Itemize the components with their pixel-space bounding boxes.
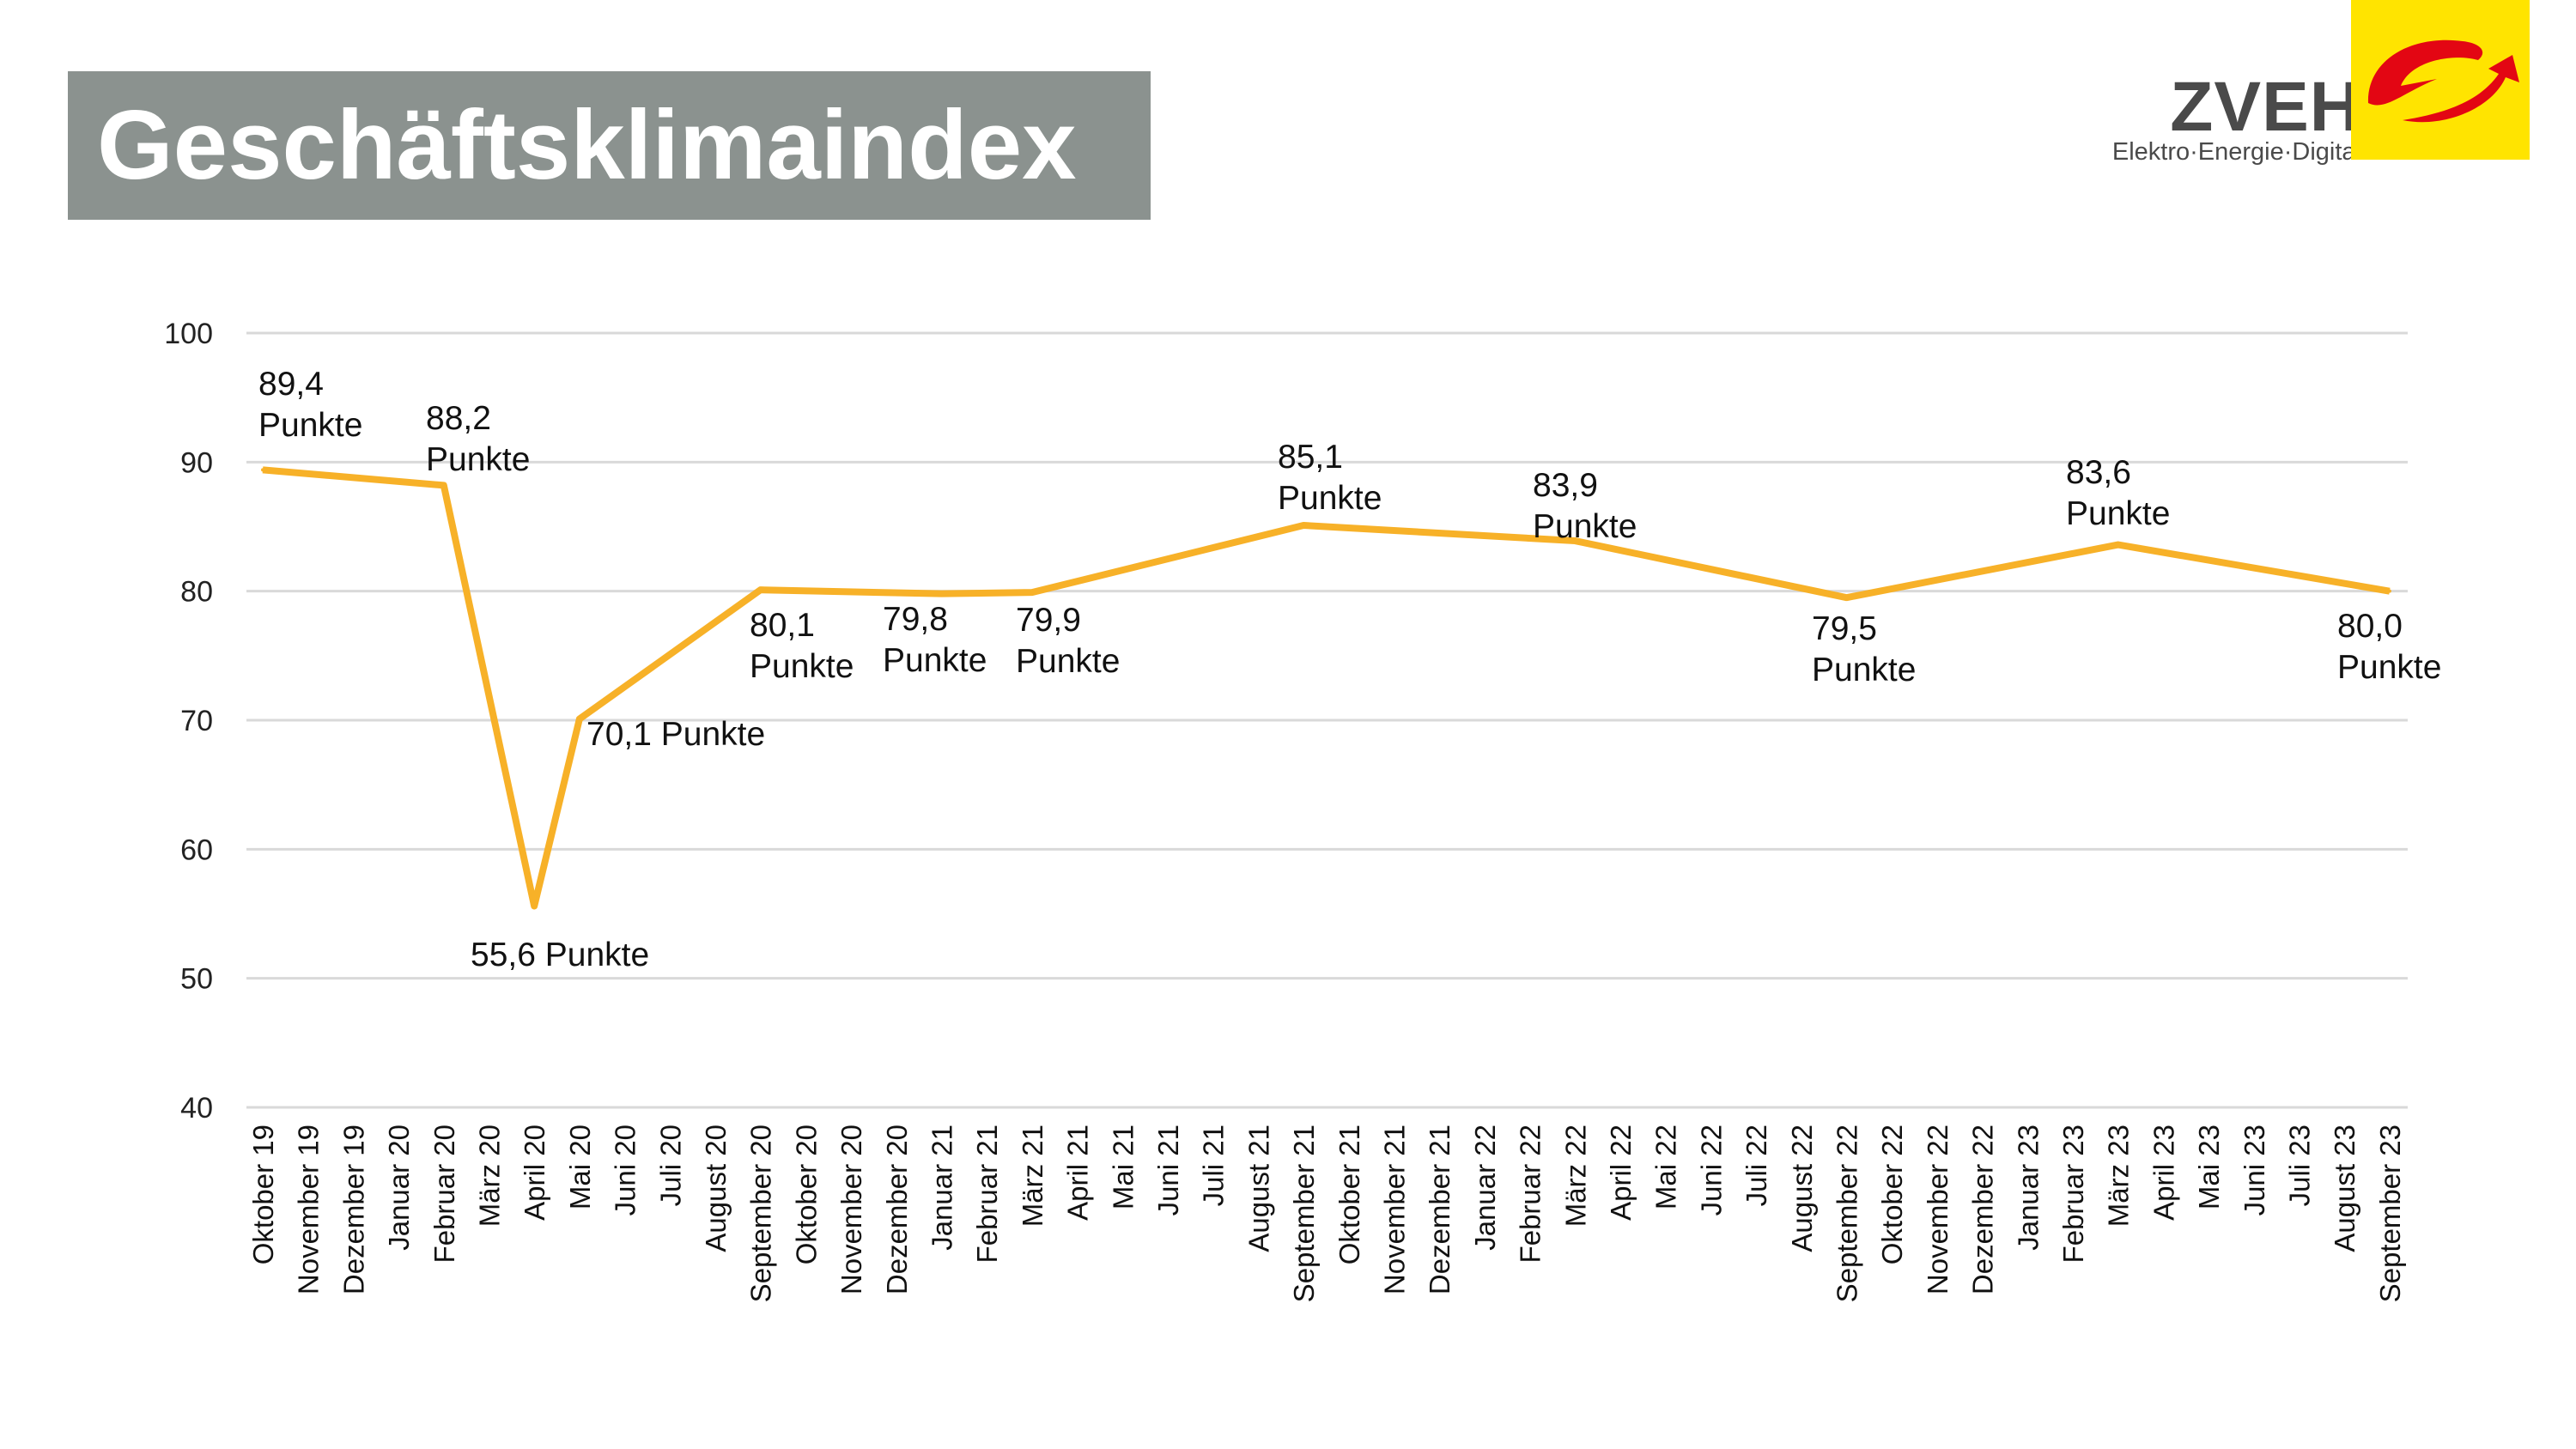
data-point	[939, 591, 944, 596]
y-tick-label: 100	[164, 318, 213, 350]
y-tick-label: 90	[180, 446, 213, 479]
y-tick-label: 50	[180, 963, 213, 996]
x-tick-label: November 19	[293, 1125, 325, 1294]
x-tick-label: Oktober 19	[247, 1125, 279, 1264]
x-tick-label: Juni 20	[610, 1125, 641, 1216]
x-tick-label: November 21	[1379, 1125, 1411, 1294]
x-tick-label: Mai 23	[2193, 1125, 2225, 1210]
x-tick-label: August 22	[1786, 1125, 1818, 1252]
x-tick-label: Februar 22	[1515, 1125, 1546, 1263]
data-label: 70,1 Punkte	[586, 716, 765, 753]
x-tick-label: November 22	[1922, 1125, 1953, 1294]
x-tick-label: Februar 23	[2057, 1125, 2089, 1263]
x-tick-label: Mai 21	[1107, 1125, 1139, 1210]
data-label: 80,0 Punkte	[2337, 608, 2441, 686]
x-tick-label: August 20	[700, 1125, 732, 1252]
data-label: 55,6 Punkte	[471, 937, 649, 973]
data-point	[577, 717, 581, 721]
x-axis-ticks: Oktober 19 November 19 Dezember 19 Januar 2…	[247, 1125, 2406, 1302]
data-label: 79,9 Punkte	[1016, 602, 1120, 680]
data-label: 85,1 Punkte	[1278, 439, 1382, 517]
x-tick-label: Dezember 21	[1424, 1125, 1455, 1294]
x-tick-label: Februar 20	[428, 1125, 460, 1263]
data-labels: 89,4 Punkte 88,2 Punkte 55,6 Punkte 70,1 Punk…	[258, 366, 2441, 973]
x-tick-label: März 23	[2103, 1125, 2135, 1227]
logo-tagline: Elektro·Energie·Digital	[2111, 138, 2361, 166]
x-tick-label: Juli 21	[1198, 1125, 1230, 1206]
x-tick-label: Oktober 22	[1876, 1125, 1908, 1264]
data-label: 83,6 Punkte	[2066, 454, 2170, 532]
x-tick-label: Dezember 22	[1967, 1125, 1999, 1294]
data-point	[2116, 543, 2120, 547]
data-label: 89,4 Punkte	[258, 366, 362, 444]
x-tick-label: Oktober 21	[1334, 1125, 1365, 1264]
x-tick-label: Januar 20	[383, 1125, 415, 1251]
x-tick-label: April 20	[519, 1125, 550, 1221]
x-tick-label: Dezember 20	[881, 1125, 913, 1294]
x-tick-label: Januar 23	[2012, 1125, 2044, 1251]
x-tick-label: Juli 22	[1741, 1125, 1772, 1206]
data-point	[441, 483, 446, 488]
x-tick-label: März 22	[1559, 1125, 1591, 1227]
x-tick-label: Juli 20	[654, 1125, 686, 1206]
series-line	[262, 466, 2391, 910]
data-point	[1302, 523, 1306, 527]
x-tick-label: Juni 21	[1152, 1125, 1184, 1216]
y-tick-label: 40	[180, 1092, 213, 1125]
data-label: 79,8 Punkte	[883, 601, 987, 679]
y-tick-label: 70	[180, 705, 213, 737]
data-label: 83,9 Punkte	[1533, 467, 1637, 545]
x-tick-label: Juni 22	[1695, 1125, 1727, 1216]
gridlines	[246, 331, 2408, 1109]
x-tick-label: März 21	[1017, 1125, 1048, 1227]
data-point	[758, 588, 762, 592]
x-tick-label: August 23	[2329, 1125, 2360, 1252]
data-label: 80,1 Punkte	[750, 607, 854, 685]
data-label: 79,5 Punkte	[1812, 610, 1916, 688]
logo-brand: ZVEH	[2170, 68, 2361, 146]
x-tick-label: September 21	[1288, 1125, 1320, 1302]
x-tick-label: April 21	[1062, 1125, 1094, 1221]
x-tick-label: September 22	[1832, 1125, 1863, 1302]
y-axis-ticks: 40 50 60 70 80 90 100	[164, 318, 213, 1125]
x-tick-label: Januar 22	[1469, 1125, 1501, 1251]
x-tick-label: Juni 23	[2239, 1125, 2270, 1216]
y-tick-label: 80	[180, 576, 213, 609]
zveh-logo: ZVEH Elektro·Energie·Digital	[2044, 0, 2576, 172]
x-tick-label: Mai 20	[564, 1125, 596, 1210]
title-banner: Geschäftsklimaindex	[68, 71, 1151, 220]
x-tick-label: September 23	[2374, 1125, 2406, 1302]
logo-emblem-icon	[2351, 0, 2530, 160]
y-tick-label: 60	[180, 834, 213, 866]
x-tick-label: April 23	[2148, 1125, 2179, 1221]
data-point	[261, 468, 264, 472]
x-tick-label: April 22	[1605, 1125, 1637, 1221]
data-label: 88,2 Punkte	[426, 400, 530, 478]
data-point	[1573, 539, 1577, 543]
x-tick-label: September 20	[745, 1125, 777, 1302]
data-point	[532, 904, 537, 908]
x-tick-label: August 21	[1242, 1125, 1274, 1252]
data-point	[2387, 589, 2391, 593]
data-point	[1030, 591, 1034, 595]
data-point	[1844, 596, 1849, 600]
x-tick-label: November 20	[835, 1125, 867, 1294]
page-title: Geschäftsklimaindex	[97, 91, 1077, 200]
x-tick-label: Januar 21	[927, 1125, 958, 1251]
x-tick-label: Dezember 19	[337, 1125, 369, 1294]
x-tick-label: März 20	[474, 1125, 506, 1227]
series-line-layer	[261, 466, 2391, 910]
x-tick-label: Juli 23	[2284, 1125, 2316, 1206]
x-tick-label: Mai 22	[1650, 1125, 1682, 1210]
x-tick-label: Oktober 20	[790, 1125, 822, 1264]
x-tick-label: Februar 21	[971, 1125, 1003, 1263]
